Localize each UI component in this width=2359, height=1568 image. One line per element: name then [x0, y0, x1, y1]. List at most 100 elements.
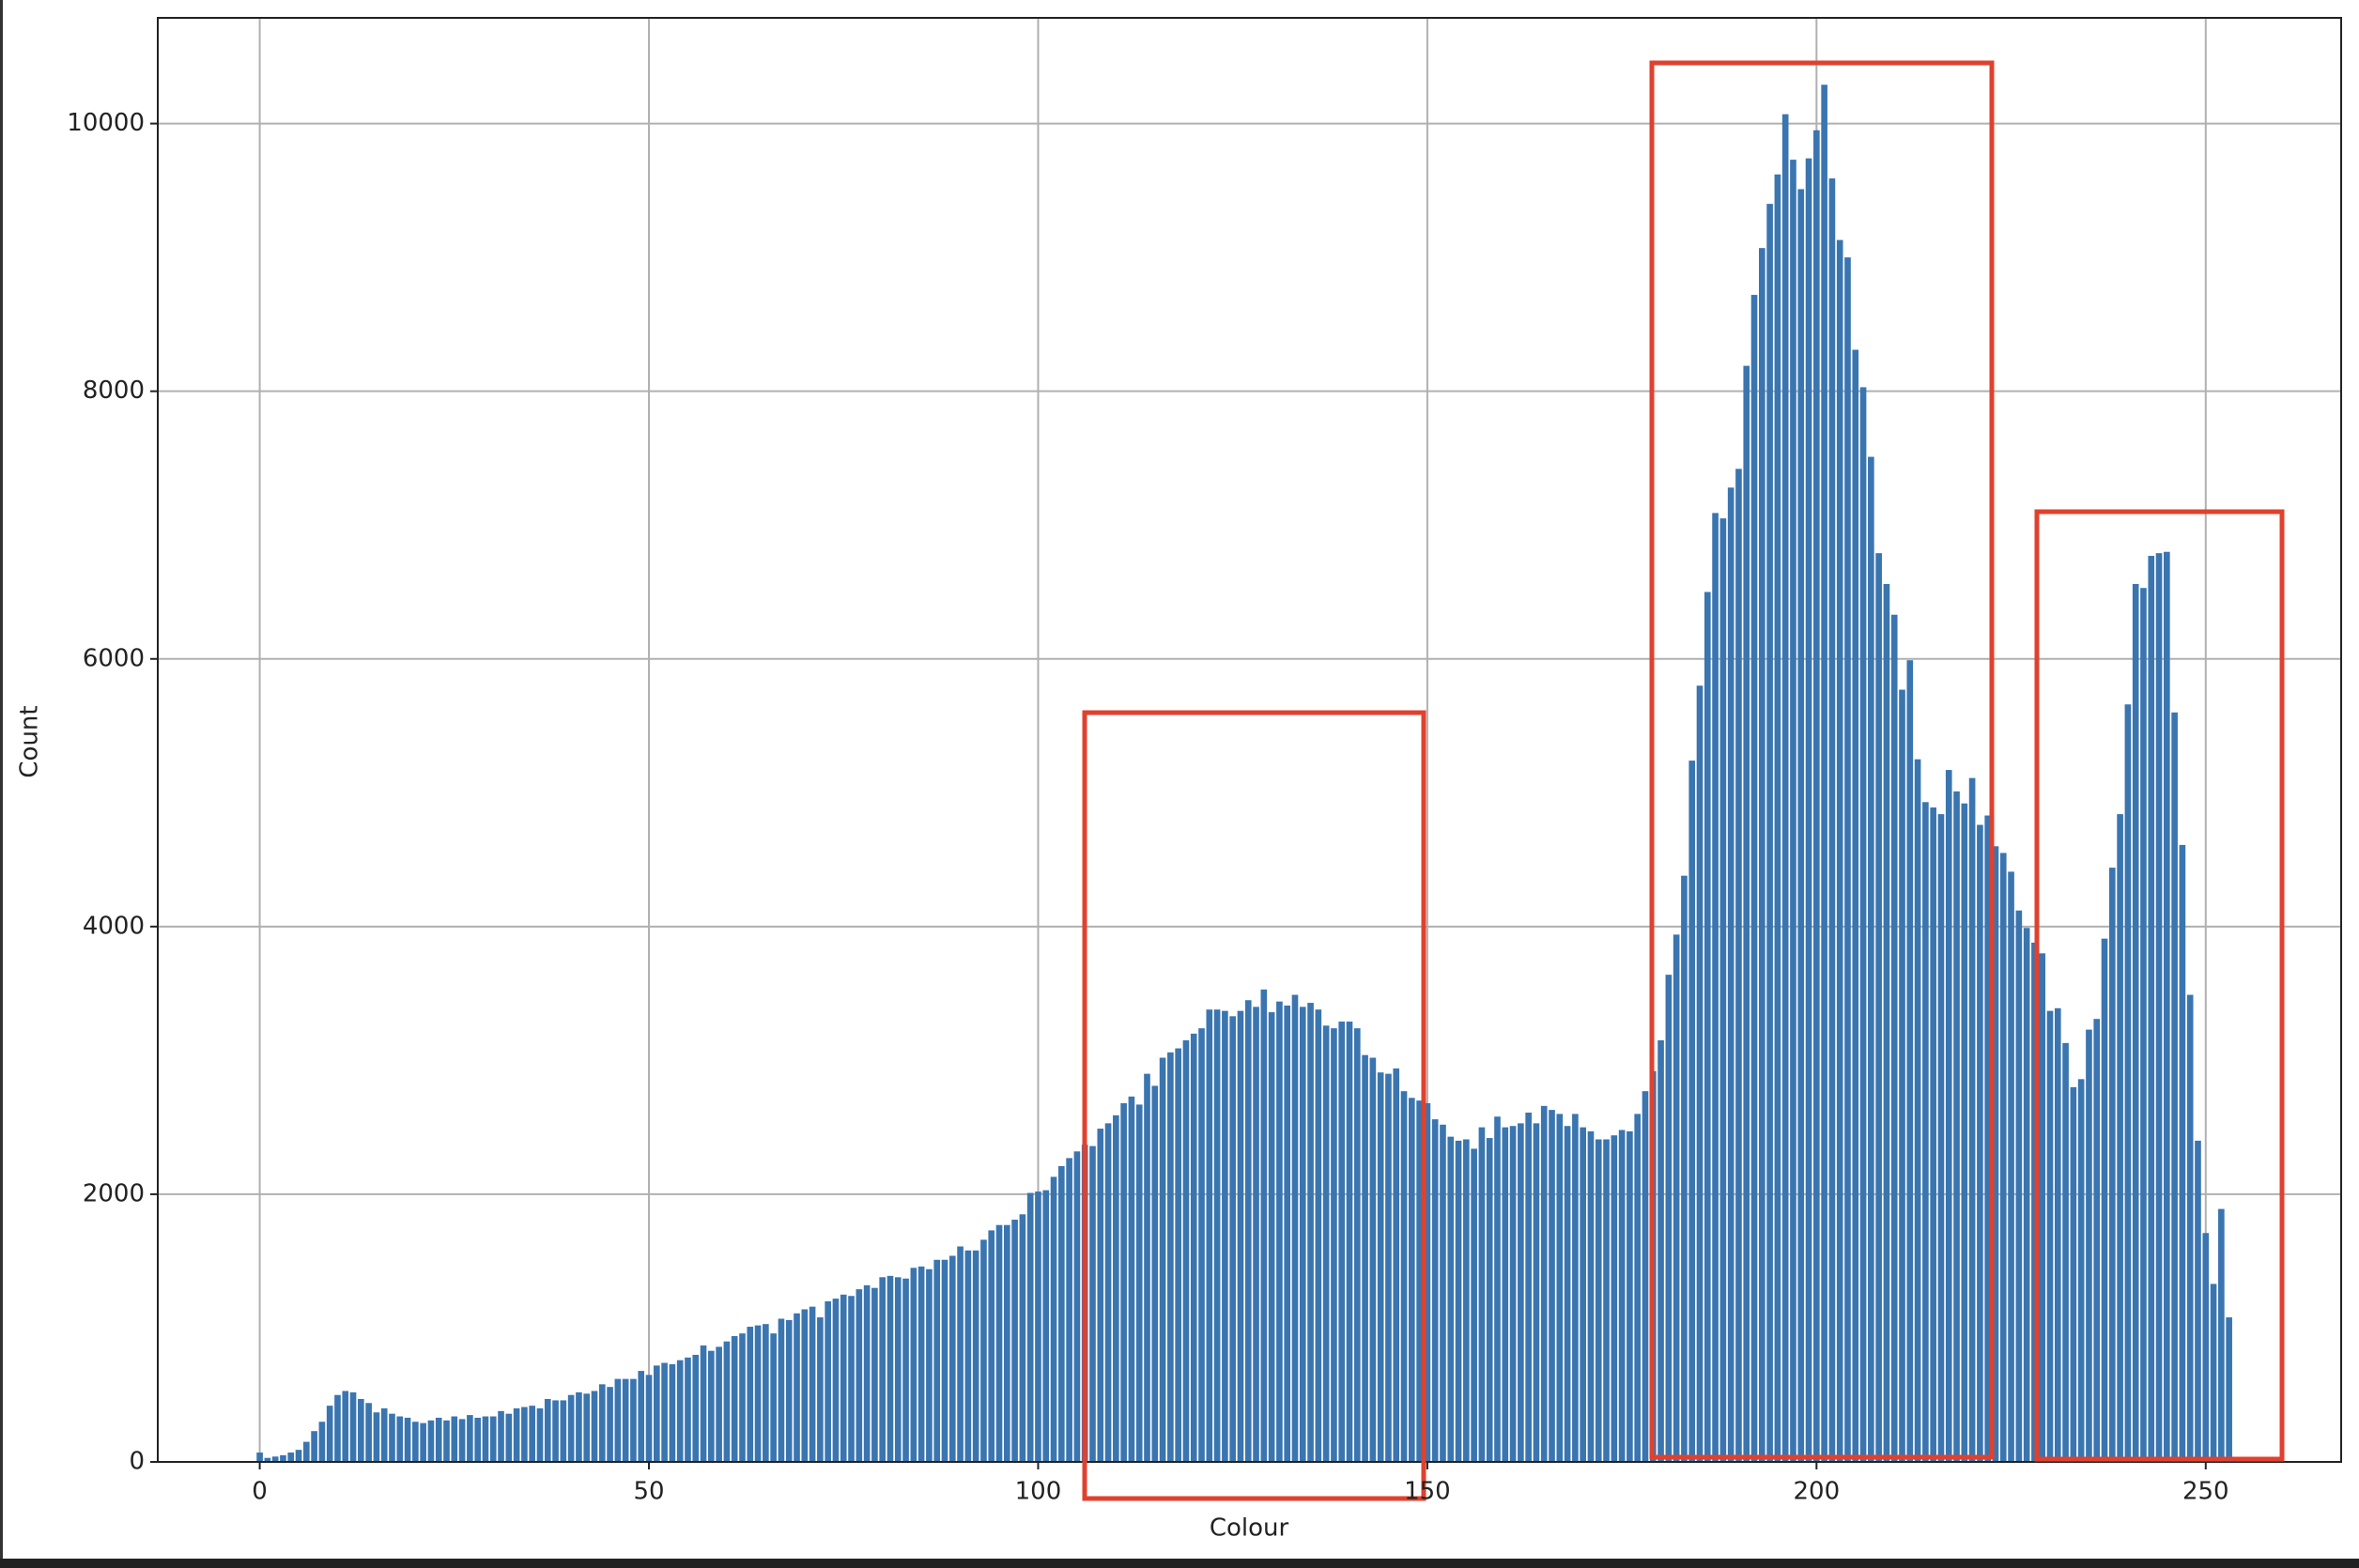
bar — [754, 1325, 762, 1462]
bar — [1011, 1220, 1018, 1462]
bar — [1409, 1098, 1415, 1462]
bar — [1580, 1127, 1586, 1462]
bar — [1977, 824, 1983, 1462]
bar — [489, 1416, 497, 1462]
bar — [1945, 770, 1952, 1462]
bar — [498, 1410, 504, 1462]
bar — [1455, 1140, 1462, 1462]
bar — [1704, 592, 1711, 1462]
bar — [1828, 178, 1836, 1463]
bar — [622, 1378, 629, 1462]
bar — [1213, 1009, 1221, 1462]
highlight-box — [2034, 509, 2285, 1462]
bar — [2039, 953, 2046, 1462]
bar — [1899, 689, 1905, 1462]
bar — [1222, 1010, 1228, 1462]
bar — [1743, 365, 1750, 1462]
bar — [1914, 759, 1921, 1462]
bar — [1291, 994, 1299, 1462]
bar — [529, 1406, 536, 1462]
bar — [1750, 295, 1758, 1462]
bar — [964, 1250, 972, 1462]
bar — [2155, 553, 2163, 1462]
bar — [2093, 1019, 2101, 1462]
bar — [2031, 942, 2038, 1462]
bar — [988, 1230, 995, 1462]
bar — [2132, 583, 2139, 1462]
bar — [1128, 1096, 1135, 1462]
y-tick-label: 6000 — [83, 644, 145, 672]
bar — [2070, 1086, 2077, 1462]
bar — [1369, 1057, 1377, 1462]
bar — [1961, 803, 1968, 1462]
bar — [747, 1327, 754, 1462]
bar — [926, 1268, 933, 1462]
bar — [1190, 1033, 1197, 1462]
y-tick-label: 4000 — [83, 912, 145, 940]
bar — [933, 1259, 941, 1462]
frame-edge — [0, 1559, 2359, 1568]
bar — [1058, 1165, 1065, 1462]
bar — [1447, 1136, 1455, 1462]
bar — [1572, 1114, 1579, 1462]
bar — [467, 1415, 473, 1462]
bar — [1696, 685, 1704, 1462]
bar — [1244, 1000, 1252, 1462]
bar — [303, 1441, 310, 1462]
bar — [614, 1378, 622, 1462]
bar — [2062, 1042, 2069, 1462]
bar — [1627, 1130, 1633, 1462]
bar — [1284, 1005, 1291, 1462]
x-tick-label: 100 — [1015, 1478, 1062, 1506]
bar — [1478, 1127, 1486, 1462]
bar — [1509, 1126, 1517, 1462]
bar — [358, 1399, 364, 1462]
bar — [1821, 85, 1827, 1463]
bar — [1362, 1054, 1368, 1462]
bar — [708, 1350, 715, 1462]
bar — [1502, 1127, 1509, 1462]
bar — [334, 1394, 341, 1462]
bar — [917, 1266, 925, 1462]
bar — [1486, 1138, 1493, 1462]
bar — [1066, 1158, 1072, 1462]
bar — [295, 1450, 302, 1462]
frame-edge — [0, 0, 3, 1568]
bar — [1097, 1129, 1104, 1462]
bar — [1968, 777, 1976, 1462]
bar — [1549, 1110, 1555, 1462]
bar — [1611, 1135, 1618, 1462]
bar — [458, 1419, 466, 1462]
bar — [863, 1284, 871, 1462]
bar — [576, 1391, 582, 1462]
bar — [910, 1268, 917, 1462]
bar — [2023, 928, 2030, 1462]
bar — [373, 1412, 380, 1462]
bar — [1377, 1072, 1384, 1462]
bar — [443, 1420, 450, 1462]
bar — [560, 1400, 567, 1462]
bar — [1104, 1123, 1112, 1462]
y-tick-label: 10000 — [67, 109, 145, 137]
bar — [2186, 994, 2194, 1462]
bar — [2164, 551, 2170, 1462]
bar — [2202, 1233, 2210, 1462]
bar — [342, 1391, 349, 1462]
bar — [2108, 868, 2116, 1462]
bar — [1525, 1112, 1532, 1462]
bar — [957, 1246, 964, 1462]
bar — [685, 1357, 691, 1462]
bar — [1073, 1151, 1081, 1462]
bar — [871, 1287, 878, 1462]
bar — [474, 1417, 481, 1462]
bar — [412, 1422, 419, 1462]
bar — [1198, 1028, 1205, 1462]
bar — [1440, 1124, 1446, 1462]
bar — [723, 1341, 731, 1462]
bar — [482, 1416, 489, 1462]
x-tick-label: 250 — [2182, 1478, 2229, 1506]
bar — [1984, 815, 1992, 1462]
bar — [396, 1416, 404, 1462]
bar — [1681, 875, 1688, 1462]
bar — [1836, 239, 1843, 1463]
